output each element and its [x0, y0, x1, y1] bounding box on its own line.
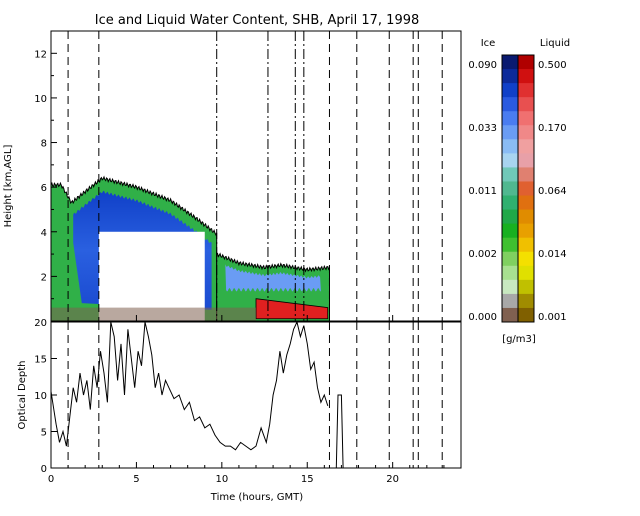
cloud-panel: 2 4 6 8 10 12 Height [km,AGL]: [3, 30, 462, 322]
top-y-axis: 2 4 6 8 10 12: [34, 30, 57, 300]
optical-depth-extra-segment: [335, 394, 344, 468]
liquid-swatch-8: [518, 167, 534, 182]
colorbar-ice-tick-1: 0.033: [468, 123, 497, 134]
top-ytick-label-4: 10: [34, 94, 47, 105]
bottom-vertical-lines: [67, 322, 443, 468]
surface-clutter-band: [51, 307, 256, 321]
ice-swatch-0: [502, 55, 518, 70]
bottom-y-label: Optical Depth: [17, 361, 28, 430]
top-ytick-label-2: 6: [41, 183, 47, 194]
ice-swatch-14: [502, 251, 518, 267]
ice-swatch-1: [502, 69, 518, 84]
colorbar-ice-tick-4: 0.000: [468, 312, 497, 323]
ice-swatch-10: [502, 195, 518, 211]
liquid-swatch-13: [518, 237, 534, 253]
bottom-x-label: Time (hours, GMT): [210, 492, 304, 503]
ice-swatch-13: [502, 237, 518, 253]
optical-depth-panel: 0 5 10 15 20 0 5 10 15 20 Optical Depth Time (ho…: [17, 315, 462, 503]
top-ytick-label-1: 4: [41, 228, 47, 239]
top-ytick-label-3: 8: [41, 139, 47, 150]
ice-swatch-5: [502, 125, 518, 140]
colorbar-ice-tick-2: 0.011: [468, 186, 497, 197]
colorbar: Ice Liquid 0.090 0.033 0.011 0.002 0.000 0.50…: [468, 38, 570, 345]
colorbar-liquid-tick-4: 0.001: [538, 312, 567, 323]
liquid-swatch-5: [518, 125, 534, 140]
low-ice-cloud-core: [225, 264, 321, 292]
liquid-swatch-7: [518, 153, 534, 168]
ice-swatch-4: [502, 111, 518, 126]
top-ytick-label-0: 2: [41, 272, 47, 283]
liquid-swatch-0: [518, 55, 534, 70]
bottom-ytick-label-1: 5: [41, 428, 47, 439]
xtick-label-2: 10: [215, 474, 228, 485]
colorbar-ice-label: Ice: [481, 38, 496, 49]
colorbar-liquid-tick-3: 0.014: [538, 249, 567, 260]
liquid-swatch-2: [518, 83, 534, 98]
liquid-swatch-11: [518, 209, 534, 225]
ice-swatch-11: [502, 209, 518, 225]
cloud-panel-frame: [50, 30, 462, 322]
ice-swatch-16: [502, 279, 518, 295]
liquid-swatch-18: [518, 307, 534, 323]
optical-depth-series-line: [51, 322, 329, 451]
xtick-label-0: 0: [48, 474, 54, 485]
colorbar-liquid-tick-2: 0.064: [538, 186, 567, 197]
colorbar-ice-tick-0: 0.090: [468, 60, 497, 71]
liquid-swatch-4: [518, 111, 534, 126]
liquid-swatch-10: [518, 195, 534, 211]
ice-swatch-12: [502, 223, 518, 239]
ice-swatch-9: [502, 181, 518, 197]
ice-swatch-15: [502, 265, 518, 281]
no-data-gap: [98, 231, 205, 321]
colorbar-liquid-tick-0: 0.500: [538, 60, 567, 71]
liquid-swatch-3: [518, 97, 534, 112]
colorbar-ice-scale: [501, 54, 519, 323]
xtick-label-4: 20: [386, 474, 399, 485]
top-vertical-lines: [67, 31, 443, 321]
chart-title: Ice and Liquid Water Content, SHB, April…: [95, 13, 420, 28]
ice-swatch-18: [502, 307, 518, 323]
bottom-ytick-label-2: 10: [34, 391, 47, 402]
xtick-label-3: 15: [301, 474, 314, 485]
cloud-layer: [51, 175, 330, 321]
liquid-swatch-6: [518, 139, 534, 154]
ice-swatch-6: [502, 139, 518, 154]
liquid-swatch-14: [518, 251, 534, 267]
colorbar-units: [g/m3]: [502, 334, 536, 345]
ice-swatch-2: [502, 83, 518, 98]
liquid-frame: [517, 54, 535, 323]
bottom-ytick-label-0: 0: [41, 464, 47, 475]
colorbar-liquid-tick-1: 0.170: [538, 123, 567, 134]
liquid-swatch-12: [518, 223, 534, 239]
top-ytick-label-5: 12: [34, 49, 47, 60]
colorbar-ticks: 0.090 0.033 0.011 0.002 0.000 0.500 0.170 0.064…: [468, 60, 566, 323]
colorbar-ice-tick-3: 0.002: [468, 249, 497, 260]
bottom-x-axis: 0 5 10 15 20: [48, 315, 445, 485]
liquid-swatch-17: [518, 293, 534, 309]
xtick-label-1: 5: [133, 474, 139, 485]
ice-swatch-17: [502, 293, 518, 309]
liquid-swatch-15: [518, 265, 534, 281]
bottom-y-axis: 0 5 10 15 20: [34, 318, 57, 475]
bottom-ytick-label-4: 20: [34, 318, 47, 329]
liquid-swatch-9: [518, 181, 534, 197]
colorbar-liquid-label: Liquid: [540, 38, 570, 49]
bottom-ytick-label-3: 15: [34, 355, 47, 366]
liquid-swatch-1: [518, 69, 534, 84]
colorbar-liquid-scale: [517, 54, 535, 323]
ice-swatch-8: [502, 167, 518, 182]
top-y-label: Height [km,AGL]: [3, 145, 14, 228]
ice-swatch-7: [502, 153, 518, 168]
liquid-swatch-16: [518, 279, 534, 295]
ice-swatch-3: [502, 97, 518, 112]
